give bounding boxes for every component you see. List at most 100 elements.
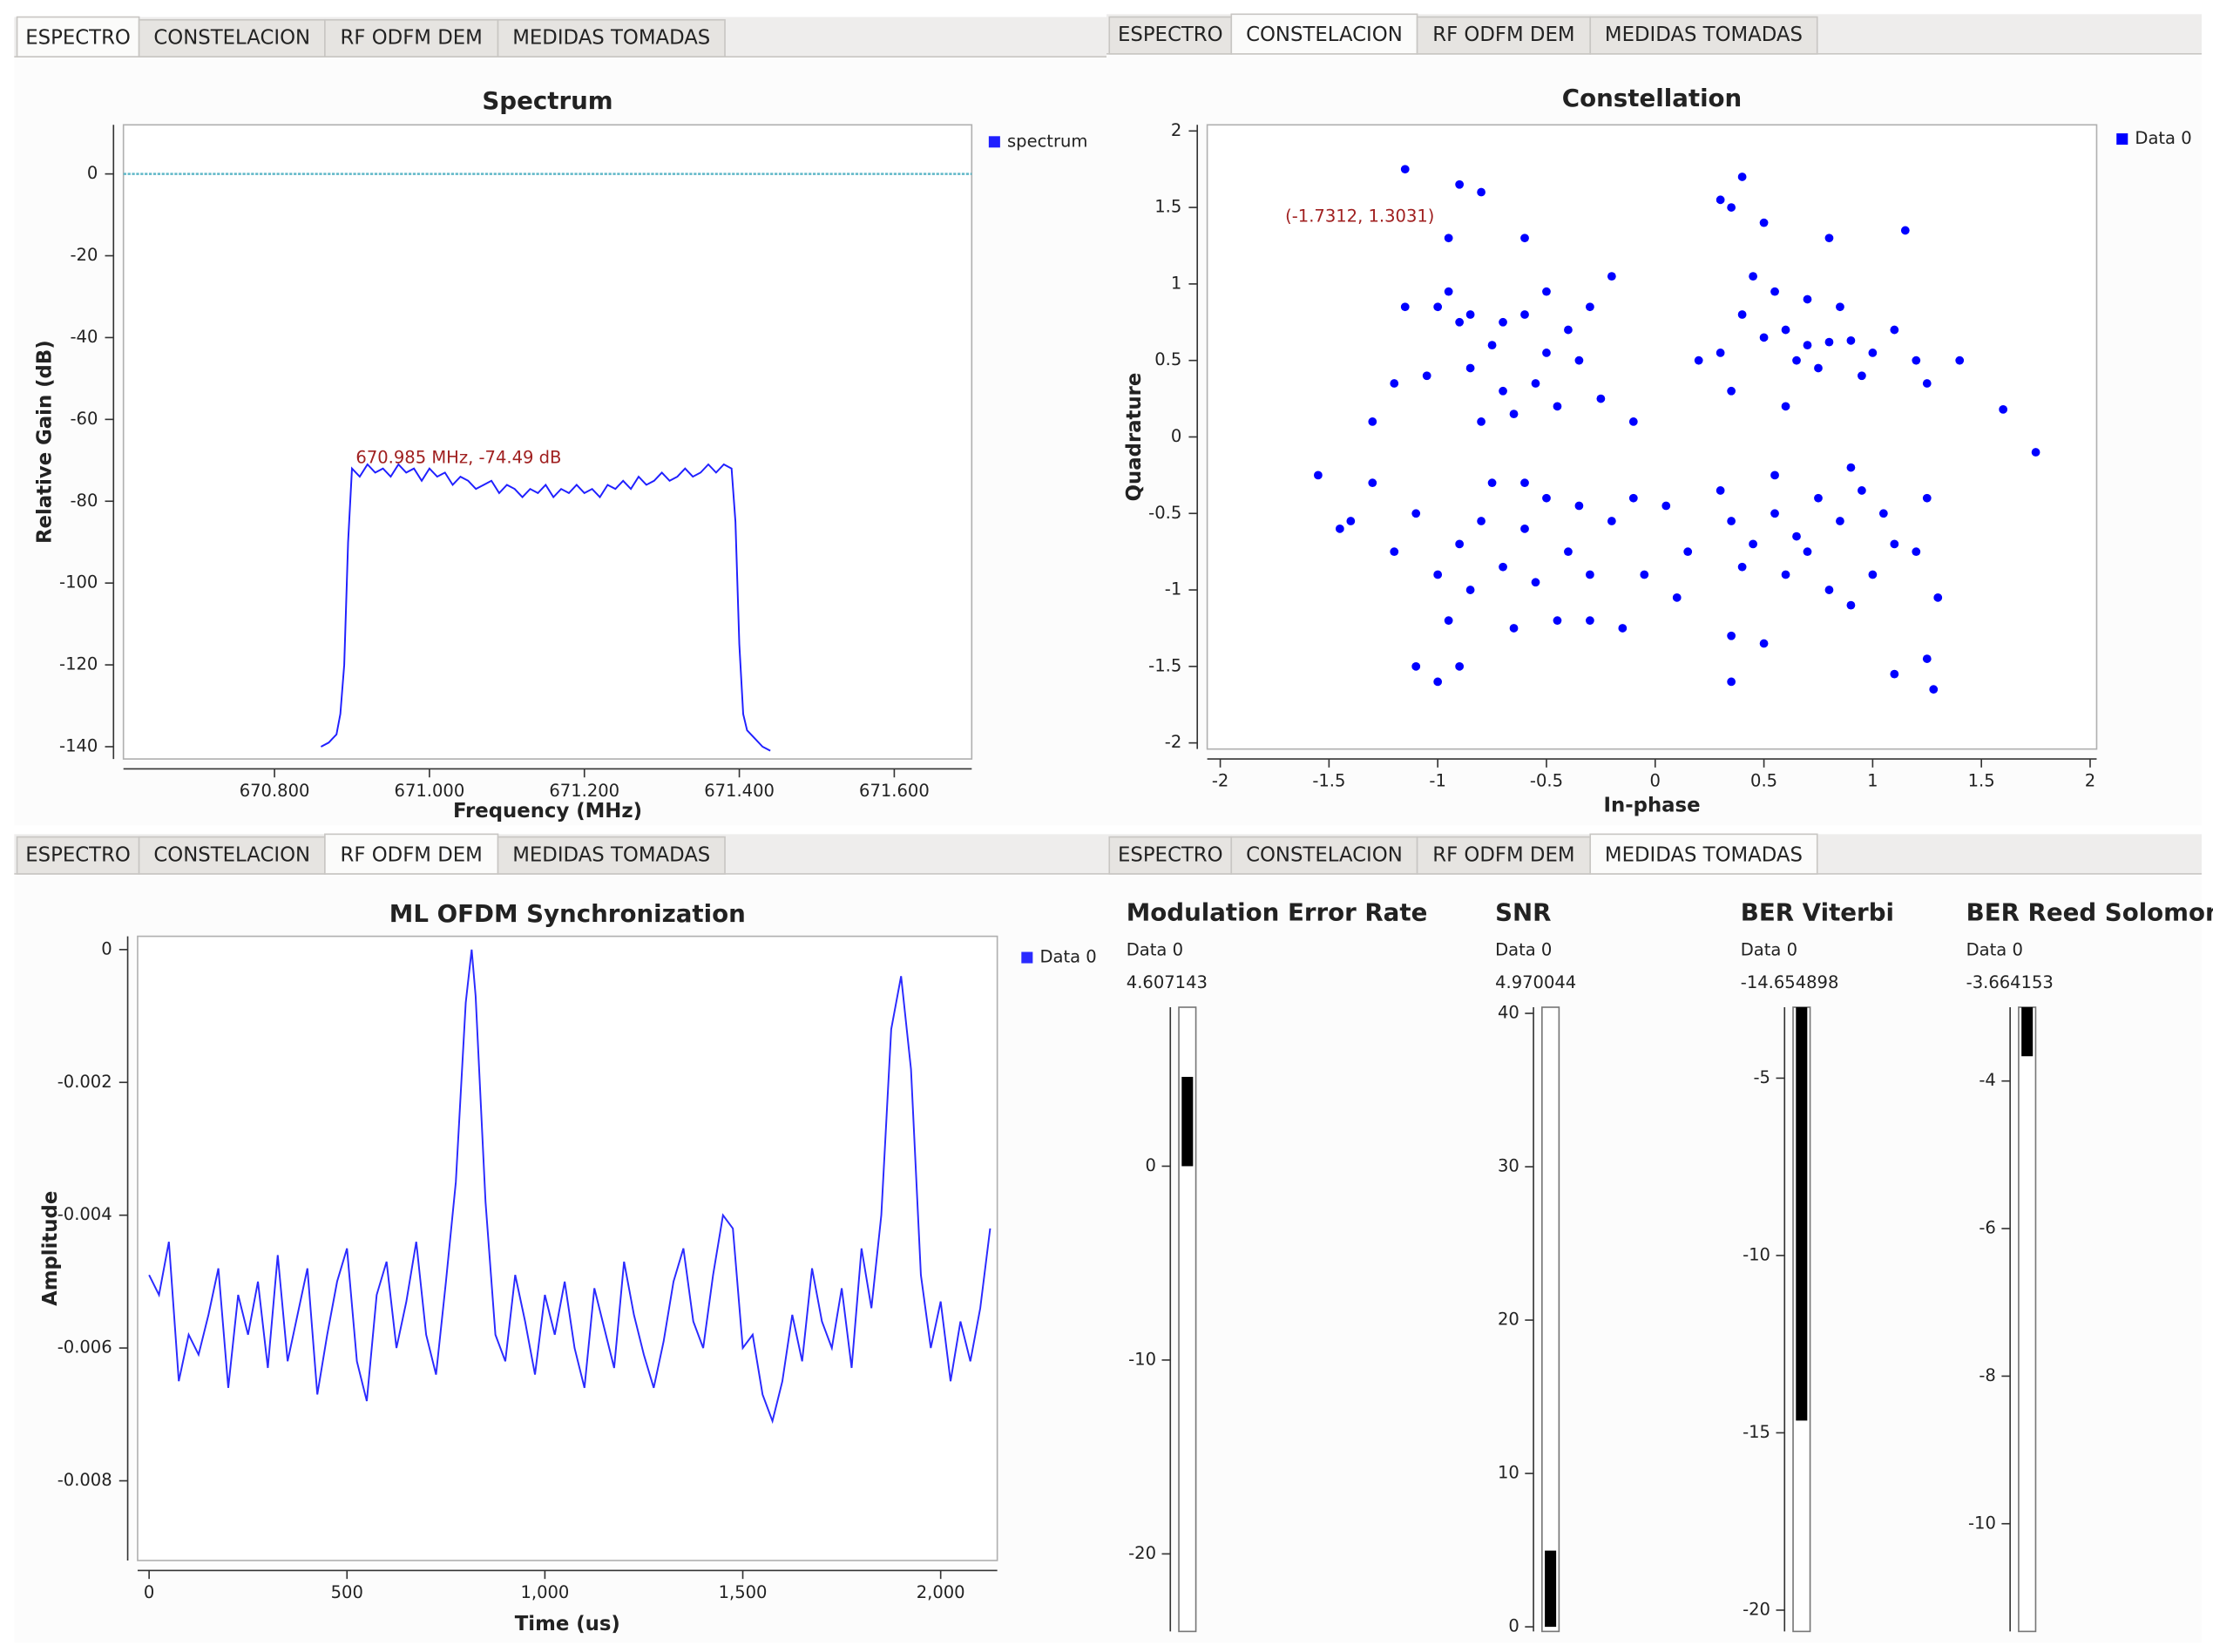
data-point [1465,310,1475,319]
data-point [1607,517,1616,525]
tab[interactable] [1589,16,1818,55]
y-tick-label: 0 [1508,1616,1519,1636]
data-point [1520,478,1529,488]
data-point [1553,616,1562,626]
data-point [1716,349,1725,357]
tab-label[interactable]: MEDIDAS TOMADAS [1605,843,1803,866]
series-name: Data 0 [1127,939,1183,959]
data-point [1661,501,1671,511]
tab[interactable] [1416,16,1592,55]
x-tick-label: -1 [1429,771,1445,791]
x-tick-label: 0 [144,1582,154,1602]
data-point [1628,493,1638,503]
tab-label[interactable]: CONSTELACION [153,26,310,49]
tab[interactable] [497,18,726,58]
tab-label[interactable]: CONSTELACION [1246,843,1403,866]
y-tick-label: -100 [59,572,98,592]
tab-label[interactable]: MEDIDAS TOMADAS [1605,24,1803,46]
data-point [1836,302,1844,312]
tab[interactable] [324,18,499,58]
data-point [1824,337,1834,347]
data-point [1803,295,1812,304]
tab-label[interactable]: ESPECTRO [1118,24,1223,46]
x-tick-label: 0.5 [1750,771,1777,791]
data-point [1531,379,1540,388]
gauge-title: BER Viterbi [1741,898,1894,927]
data-point [1455,179,1465,189]
tab-label[interactable]: MEDIDAS TOMADAS [512,843,710,866]
x-axis-label: In-phase [1603,794,1700,816]
y-tick-label: -60 [70,409,98,429]
x-tick-label: -1.5 [1312,771,1345,791]
tab-label[interactable]: RF ODFM DEM [1432,843,1574,866]
data-point [1890,539,1899,549]
x-tick-label: 1,500 [719,1582,768,1602]
data-point [1792,531,1801,541]
gauge-title: Modulation Error Rate [1127,898,1428,927]
data-point [1499,562,1507,572]
data-point [1781,570,1790,579]
tab-label[interactable]: ESPECTRO [25,26,131,49]
y-tick-label: -2 [1165,732,1181,752]
tab-label[interactable]: MEDIDAS TOMADAS [512,26,710,49]
y-tick-label: -0.002 [58,1072,112,1092]
y-tick-label: -20 [70,245,98,265]
tab[interactable] [138,18,326,58]
gauge-title: SNR [1495,898,1551,927]
data-point [1433,570,1443,579]
data-point [1759,333,1769,342]
gauge-value: 4.607143 [1127,972,1208,992]
data-point [1683,547,1693,557]
data-point [1672,592,1682,602]
data-point [1628,417,1638,426]
tab-label[interactable]: RF ODFM DEM [1432,24,1574,46]
data-point [1509,410,1519,419]
data-point [1759,218,1769,227]
data-point [1444,616,1453,626]
chart-title: Constellation [1562,84,1742,112]
chart-title: Spectrum [482,86,612,115]
data-point [1890,669,1899,679]
data-point [1727,517,1736,525]
gauge-track [1541,1006,1560,1633]
tab-label[interactable]: ESPECTRO [25,843,131,866]
x-tick-label: -2 [1212,771,1228,791]
y-tick-label: -10 [1968,1513,1996,1533]
tab[interactable] [1416,836,1592,875]
tab[interactable] [16,16,140,58]
tab[interactable] [497,836,726,875]
tab[interactable] [1230,836,1418,875]
data-point [1868,570,1878,579]
gauge-value: -14.654898 [1741,972,1839,992]
y-tick-label: -120 [59,654,98,674]
y-tick-label: -15 [1743,1422,1770,1442]
x-tick-label: 500 [331,1582,363,1602]
tab[interactable] [1589,833,1818,875]
tab-label[interactable]: ESPECTRO [1118,843,1223,866]
data-point [1520,310,1529,319]
data-point [1824,586,1834,594]
tab-label[interactable]: CONSTELACION [153,843,310,866]
data-point [1803,547,1812,557]
tab[interactable] [16,836,140,875]
data-point [1890,325,1899,335]
legend-label: spectrum [1007,131,1087,151]
data-point [1858,486,1866,495]
data-point [1781,325,1790,335]
tab-label[interactable]: CONSTELACION [1246,24,1403,46]
data-point [1596,394,1606,403]
tab-label[interactable]: RF ODFM DEM [341,843,483,866]
tab[interactable] [324,833,499,875]
gauge-value: 4.970044 [1495,972,1576,992]
data-point [1999,404,2008,414]
annotation: 670.985 MHz, -74.49 dB [355,447,561,467]
data-point [1933,592,1943,602]
data-point [1465,586,1475,594]
tab-label[interactable]: RF ODFM DEM [341,26,483,49]
data-point [1727,631,1736,640]
y-tick-label: -4 [1979,1070,1995,1090]
data-point [1509,624,1519,633]
tab[interactable] [138,836,326,875]
data-point [1640,570,1649,579]
tab[interactable] [1230,13,1418,55]
